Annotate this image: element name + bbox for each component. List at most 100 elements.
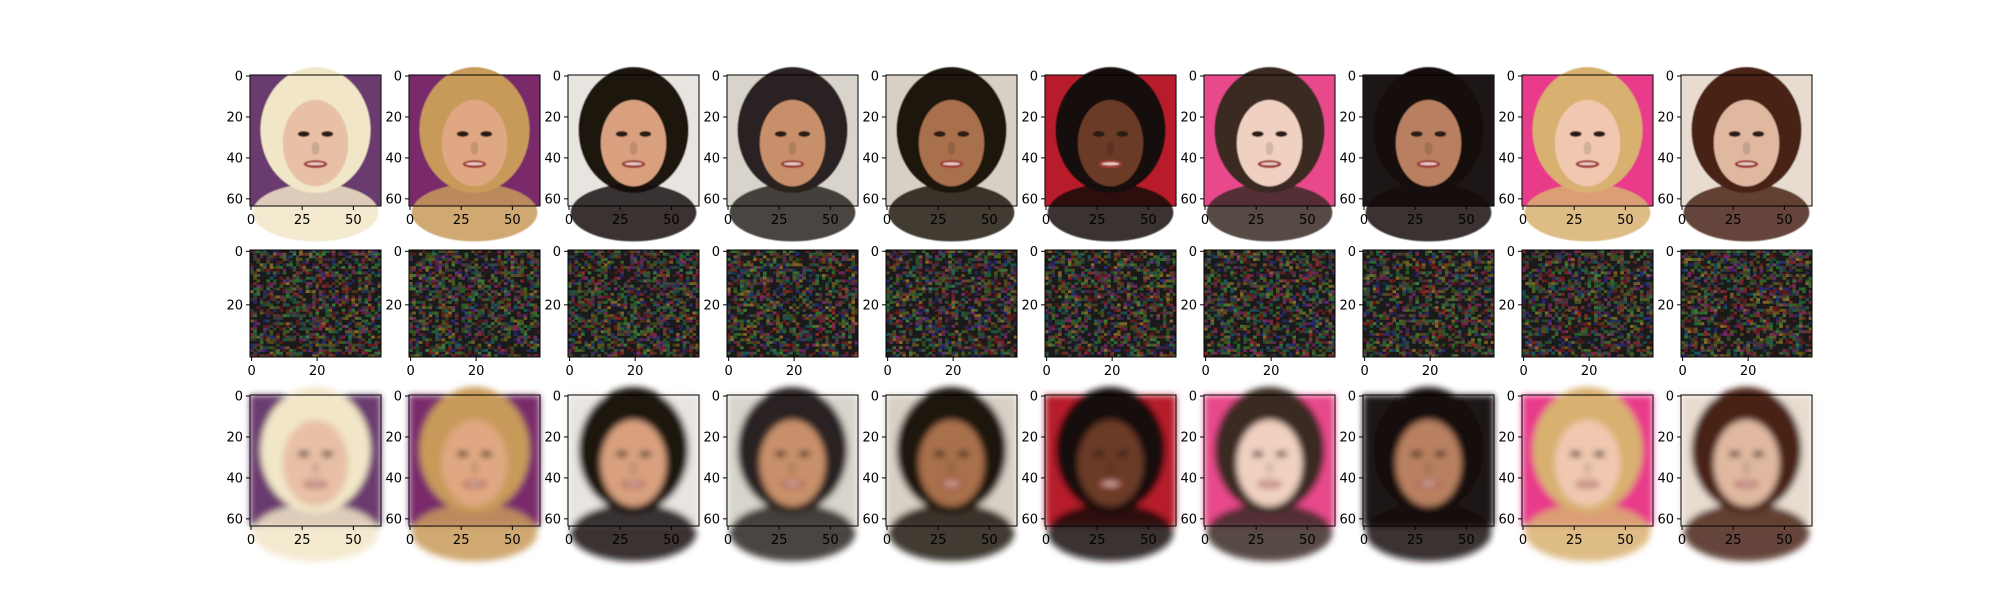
y-tick-label: 0 [712, 390, 720, 405]
x-tick-label: 50 [1299, 533, 1316, 548]
y-tick-label: 60 [226, 192, 243, 207]
x-tick-label: 50 [1140, 213, 1157, 228]
y-tick-label: 0 [394, 390, 402, 405]
x-tick-label: 50 [1617, 213, 1634, 228]
x-tick-label: 0 [1042, 364, 1050, 379]
y-tick-label: 0 [394, 245, 402, 260]
face-image [1045, 387, 1176, 562]
y-tick-label: 20 [385, 430, 402, 445]
x-tick-label: 0 [724, 213, 732, 228]
x-tick-label: 25 [1248, 533, 1265, 548]
y-tick-label: 40 [862, 471, 879, 486]
y-tick-label: 20 [1657, 430, 1674, 445]
subplot-latent-7: 0 20 0 20 [1180, 245, 1336, 379]
y-tick-label: 60 [544, 192, 561, 207]
y-tick-label: 60 [1339, 192, 1356, 207]
y-tick-label: 0 [1507, 70, 1515, 85]
latent-noise-image [886, 250, 1018, 358]
axes-frame [249, 394, 382, 527]
subplot-original-1: 0 25 50 0 20 40 60 [226, 67, 382, 242]
y-tick-label: 20 [703, 298, 720, 313]
y-tick-label: 0 [871, 245, 879, 260]
x-tick-label: 50 [345, 533, 362, 548]
y-tick-label: 60 [862, 512, 879, 527]
y-tick-label: 0 [235, 390, 243, 405]
x-tick-label: 50 [1140, 533, 1157, 548]
y-tick-label: 40 [385, 151, 402, 166]
x-tick-label: 25 [930, 533, 947, 548]
x-tick-label: 50 [663, 213, 680, 228]
subplot-reconstruction-5: 0 25 50 0 20 40 60 [862, 387, 1018, 562]
y-tick-label: 0 [553, 390, 561, 405]
face-image [1681, 67, 1812, 242]
subplot-reconstruction-2: 0 25 50 0 20 40 60 [385, 387, 541, 562]
x-tick-label: 25 [453, 213, 470, 228]
x-tick-label: 0 [406, 533, 414, 548]
x-tick-label: 50 [504, 533, 521, 548]
x-tick-label: 25 [294, 213, 311, 228]
x-tick-label: 25 [294, 533, 311, 548]
x-tick-label: 20 [627, 364, 644, 379]
y-tick-label: 40 [1021, 151, 1038, 166]
x-tick-label: 25 [1407, 213, 1424, 228]
y-tick-label: 20 [1498, 110, 1515, 125]
y-tick-label: 60 [1180, 512, 1197, 527]
face-image [1522, 67, 1653, 242]
axes-frame [1362, 74, 1495, 207]
axes-frame [1680, 394, 1813, 527]
y-tick-label: 20 [385, 298, 402, 313]
x-tick-label: 50 [1776, 213, 1793, 228]
y-tick-label: 0 [1666, 70, 1674, 85]
x-tick-label: 50 [663, 533, 680, 548]
x-tick-label: 0 [565, 533, 573, 548]
x-tick-label: 25 [1566, 213, 1583, 228]
axes-frame [1044, 249, 1177, 358]
y-tick-label: 0 [1189, 245, 1197, 260]
axes-frame [1680, 249, 1813, 358]
y-tick-label: 20 [1180, 298, 1197, 313]
subplot-original-9: 0 25 50 0 20 40 60 [1498, 67, 1654, 242]
y-tick-label: 40 [544, 471, 561, 486]
face-image [1363, 67, 1494, 242]
x-tick-label: 25 [1407, 533, 1424, 548]
axes-frame [1203, 74, 1336, 207]
axes-frame [408, 249, 541, 358]
x-tick-label: 0 [1519, 533, 1527, 548]
x-tick-label: 20 [1740, 364, 1757, 379]
x-tick-label: 0 [1360, 533, 1368, 548]
subplot-latent-9: 0 20 0 20 [1498, 245, 1654, 379]
y-tick-label: 60 [1498, 512, 1515, 527]
x-tick-label: 20 [1263, 364, 1280, 379]
face-image [886, 67, 1017, 242]
y-tick-label: 40 [544, 151, 561, 166]
y-tick-label: 40 [1180, 151, 1197, 166]
face-image [568, 387, 699, 562]
y-tick-label: 40 [1498, 151, 1515, 166]
y-tick-label: 0 [712, 70, 720, 85]
subplot-latent-6: 0 20 0 20 [1021, 245, 1177, 379]
face-image [1681, 387, 1812, 562]
face-image [250, 387, 381, 562]
x-tick-label: 20 [309, 364, 326, 379]
y-tick-label: 0 [1189, 70, 1197, 85]
y-tick-label: 0 [235, 245, 243, 260]
axes-frame [726, 394, 859, 527]
axes-frame [249, 249, 382, 358]
y-tick-label: 60 [703, 192, 720, 207]
y-tick-label: 40 [703, 471, 720, 486]
axes-frame [1521, 394, 1654, 527]
x-tick-label: 0 [247, 533, 255, 548]
subplot-original-8: 0 25 50 0 20 40 60 [1339, 67, 1495, 242]
subplot-latent-10: 0 20 0 20 [1657, 245, 1813, 379]
axes-frame [1680, 74, 1813, 207]
x-tick-label: 0 [247, 364, 255, 379]
x-tick-label: 50 [822, 213, 839, 228]
subplot-reconstruction-7: 0 25 50 0 20 40 60 [1180, 387, 1336, 562]
y-tick-label: 60 [385, 512, 402, 527]
y-tick-label: 20 [1180, 430, 1197, 445]
y-tick-label: 40 [703, 151, 720, 166]
latent-noise-image [727, 250, 859, 358]
y-tick-label: 20 [226, 110, 243, 125]
face-image [250, 67, 381, 242]
x-tick-label: 0 [1201, 533, 1209, 548]
